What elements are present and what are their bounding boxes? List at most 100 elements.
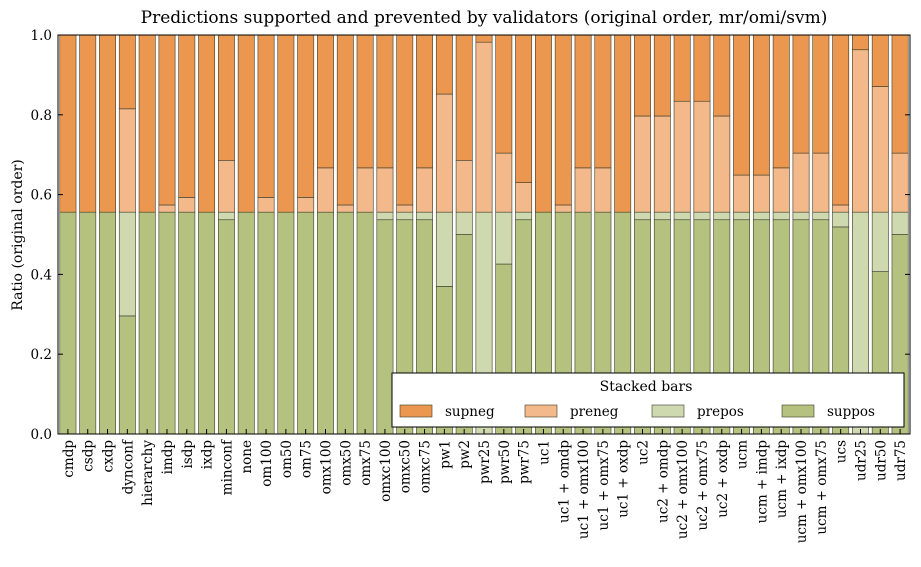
x-tick-label: pw1 [437, 440, 453, 469]
bar-supneg-pwr25 [475, 34, 493, 43]
y-tick-label: 0.6 [31, 188, 52, 204]
bar-suppos-isdp [178, 211, 196, 435]
x-tick-label: omx75 [358, 440, 374, 486]
y-tick-label: 0.0 [31, 427, 52, 443]
bar-supneg-csdp [79, 34, 97, 213]
x-tick-label: udr25 [853, 440, 869, 481]
x-tick-label: pwr75 [517, 440, 533, 484]
bar-supneg-uc1-omx100 [574, 34, 592, 169]
bar-preneg-uc2-omx75 [693, 100, 711, 213]
legend-label-suppos: suppos [827, 404, 875, 420]
x-tick-label: ucm [735, 440, 751, 469]
bar-suppos-ixdp [198, 211, 216, 435]
x-tick-label: uc2 + omx100 [675, 440, 691, 539]
bar-supneg-ucm-omx75 [812, 34, 830, 154]
legend: Stacked bars supneg preneg prepos suppos [391, 372, 905, 428]
legend-swatch-preneg [524, 404, 558, 418]
bar-prepos-pwr50 [495, 211, 513, 265]
bar-supneg-hierarchy [138, 34, 156, 213]
x-tick-label: uc2 + omdp [655, 440, 671, 523]
bar-prepos-omxc100 [376, 211, 394, 221]
plot-frame [57, 34, 911, 435]
x-tick-label: uc1 + omdp [556, 440, 572, 523]
x-tick-label: ucs [834, 440, 850, 463]
legend-label-prepos: prepos [697, 404, 744, 420]
x-tick-label: om50 [279, 440, 295, 478]
bar-prepos-pw1 [435, 211, 453, 287]
bar-supneg-udr75 [891, 34, 909, 154]
bar-preneg-pwr75 [515, 182, 533, 213]
y-tick-label: 0.8 [31, 108, 52, 124]
bar-preneg-minconf [217, 159, 235, 213]
bar-suppos-cmdp [59, 211, 77, 435]
x-tick-label: minconf [219, 439, 235, 495]
bar-preneg-om100 [257, 197, 275, 213]
bar-supneg-ucs [832, 34, 850, 206]
x-tick-label: uc2 + omx75 [695, 440, 711, 530]
legend-box [391, 372, 905, 428]
x-tick-label: uc1 [536, 440, 552, 465]
bar-prepos-dynconf [118, 211, 136, 317]
bar-supneg-om75 [297, 34, 315, 198]
bar-supneg-cmdp [59, 34, 77, 213]
bar-suppos-hierarchy [138, 211, 156, 435]
bar-supneg-isdp [178, 34, 196, 198]
y-tick-label: 0.4 [31, 267, 52, 283]
x-tick-label: uc2 + oxdp [715, 440, 731, 518]
bar-preneg-pw2 [455, 159, 473, 213]
bar-prepos-uc2-omx75 [693, 211, 711, 221]
bar-suppos-omx100 [317, 211, 334, 435]
x-tick-label: ixdp [200, 440, 216, 469]
y-ticks: 0.0 0.2 0.4 0.6 0.8 1.0 [31, 28, 910, 443]
bar-supneg-omx75 [356, 34, 374, 169]
x-tick-label: pwr50 [497, 440, 513, 484]
bar-supneg-imdp [158, 34, 176, 206]
bar-preneg-udr75 [891, 152, 909, 213]
bar-prepos-uc2-omx100 [673, 211, 691, 221]
bar-preneg-ucm [733, 174, 751, 213]
bar-supneg-none [237, 34, 255, 213]
bar-supneg-pw2 [455, 34, 473, 161]
bar-supneg-uc1 [535, 34, 552, 213]
bar-supneg-pw1 [435, 34, 453, 95]
bar-prepos-minconf [217, 211, 235, 221]
bar-suppos-om100 [257, 211, 275, 435]
bar-supneg-ucm-imdp [752, 34, 770, 176]
bar-prepos-pw2 [455, 211, 473, 235]
bar-suppos-dynconf [118, 315, 136, 435]
bar-prepos-ucm-imdp [752, 211, 770, 221]
x-tick-label: udr50 [873, 440, 889, 481]
bar-supneg-ucm [733, 34, 751, 176]
bar-prepos-udr75 [891, 211, 909, 235]
bar-prepos-udr50 [871, 211, 889, 272]
bar-prepos-ucs [832, 211, 850, 228]
bar-preneg-ucm-ixdp [772, 167, 790, 213]
x-tick-label: cmdp [61, 440, 77, 478]
bar-supneg-uc2-oxdp [713, 34, 731, 117]
bar-preneg-uc2-oxdp [713, 115, 731, 213]
bar-suppos-imdp [158, 211, 176, 435]
bar-supneg-udr25 [852, 34, 869, 51]
bar-prepos-uc2-oxdp [713, 211, 731, 221]
bar-prepos-omxc50 [396, 211, 414, 221]
bar-preneg-dynconf [118, 108, 136, 213]
bar-supneg-uc2-omdp [653, 34, 671, 117]
bar-supneg-om100 [257, 34, 275, 198]
bar-supneg-uc2 [634, 34, 651, 117]
legend-label-preneg: preneg [570, 404, 619, 420]
bar-supneg-uc2-omx75 [693, 34, 711, 102]
bar-supneg-omxc75 [416, 34, 433, 169]
bar-supneg-ucm-ixdp [772, 34, 790, 169]
x-tick-label: dynconf [120, 439, 136, 494]
x-tick-label: none [239, 440, 255, 474]
x-tick-label: omxc75 [418, 440, 434, 493]
bar-preneg-omxc50 [396, 204, 414, 213]
x-tick-label: udr75 [893, 440, 909, 481]
bar-preneg-imdp [158, 204, 176, 213]
bar-preneg-pwr50 [495, 152, 513, 213]
bar-suppos-omx75 [356, 211, 374, 435]
x-tick-label: csdp [81, 440, 97, 472]
x-tick-label: imdp [160, 440, 176, 474]
bar-preneg-om75 [297, 197, 315, 213]
